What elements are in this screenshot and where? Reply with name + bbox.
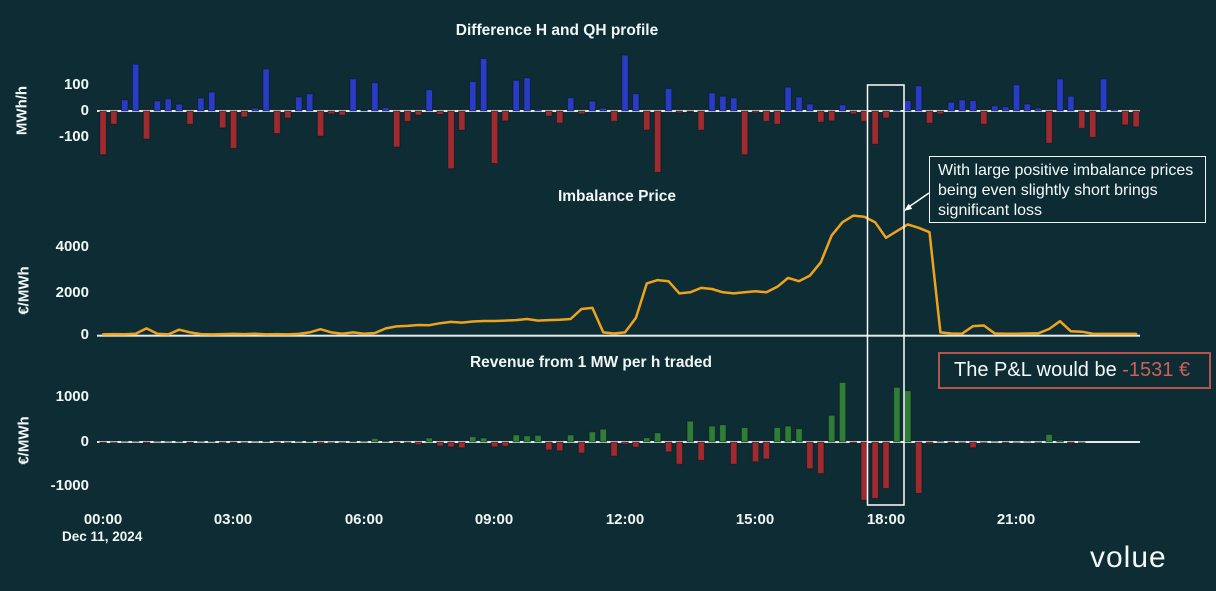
xlabel-1800: 18:00 — [866, 511, 906, 528]
zero-axis-line-2 — [97, 441, 1140, 443]
annotation-arrow — [904, 192, 930, 211]
xlabel-1200: 12:00 — [605, 511, 645, 528]
zero-axis-line-0 — [97, 110, 1140, 112]
highlight-rectangle — [866, 84, 905, 506]
volue-logo: volue — [1090, 541, 1167, 574]
price-ytick-2000: 2000 — [55, 284, 89, 301]
revenue-chart-title: Revenue from 1 MW per h traded — [469, 354, 712, 371]
xlabel-0000: 00:00 — [83, 511, 123, 528]
pnl-box: The P&L would be -1531 € — [938, 352, 1211, 389]
revenue-ytick-0: 0 — [80, 433, 89, 450]
xlabel-0900: 09:00 — [474, 511, 514, 528]
difference-chart-title: Difference H and QH profile — [455, 22, 659, 39]
difference-ytick-0: 0 — [80, 102, 89, 119]
xlabel-2100: 21:00 — [996, 511, 1036, 528]
annotation-box: With large positive imbalance prices bei… — [929, 156, 1206, 223]
imbalance-price-line — [101, 214, 1138, 336]
price-ytick-4000: 4000 — [55, 238, 89, 255]
difference-ytick-100: 100 — [63, 76, 89, 93]
date-label: Dec 11, 2024 — [62, 529, 143, 544]
revenue-ytick-1000: 1000 — [55, 388, 89, 405]
pnl-label: The P&L would be — [954, 359, 1123, 381]
xlabel-1500: 15:00 — [735, 511, 775, 528]
price-ytick-0: 0 — [80, 326, 89, 343]
pnl-value: -1531 € — [1122, 359, 1191, 381]
imbalance-price-chart-title: Imbalance Price — [557, 188, 677, 205]
bars-chart-2 — [99, 381, 1086, 501]
bars-chart-0 — [99, 54, 1140, 173]
xlabel-0600: 06:00 — [344, 511, 384, 528]
difference-ytick-neg100: -100 — [58, 128, 89, 145]
zero-axis-line-1 — [97, 334, 1140, 337]
revenue-ytick-neg1000: -1000 — [50, 477, 89, 494]
xlabel-0300: 03:00 — [213, 511, 253, 528]
